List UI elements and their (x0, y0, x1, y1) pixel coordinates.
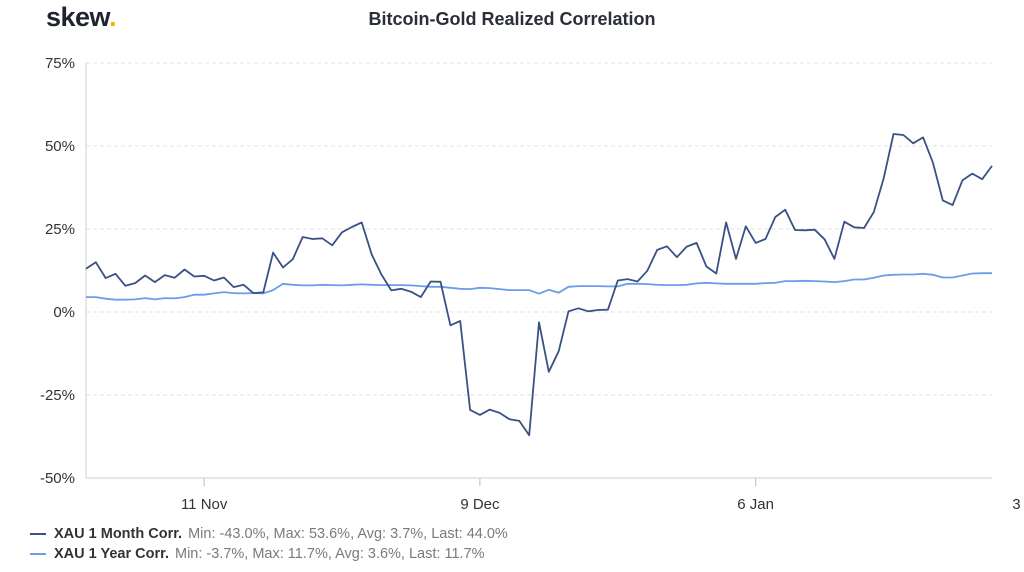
y-tick-label: 0% (53, 304, 75, 321)
y-tick-label: -50% (40, 470, 75, 487)
y-tick-label: 50% (45, 138, 75, 155)
y-tick-label: 75% (45, 55, 75, 72)
legend-series-stats: Min: -43.0%, Max: 53.6%, Avg: 3.7%, Last… (188, 526, 508, 542)
x-tick-label: 9 Dec (460, 496, 500, 513)
x-tick-label: 3 Feb (1012, 496, 1024, 513)
x-tick-label: 6 Jan (737, 496, 774, 513)
legend-series-name: XAU 1 Year Corr. (54, 546, 169, 562)
legend: XAU 1 Month Corr. Min: -43.0%, Max: 53.6… (30, 524, 508, 564)
chart-title: Bitcoin-Gold Realized Correlation (368, 9, 656, 29)
logo-text: skew (46, 2, 110, 32)
series-line-1-month (85, 133, 993, 437)
series-line-1-year (86, 272, 992, 301)
legend-series-stats: Min: -3.7%, Max: 11.7%, Avg: 3.6%, Last:… (175, 546, 485, 562)
skew-logo: skew. (46, 2, 117, 33)
legend-swatch-1-month (30, 533, 46, 535)
legend-swatch-1-year (30, 553, 46, 555)
logo-dot: . (109, 2, 117, 32)
legend-series-name: XAU 1 Month Corr. (54, 526, 183, 542)
y-tick-label: -25% (40, 387, 75, 404)
y-tick-label: 25% (45, 221, 75, 238)
legend-item-1-year[interactable]: XAU 1 Year Corr. Min: -3.7%, Max: 11.7%,… (30, 544, 508, 564)
x-tick-label: 11 Nov (181, 496, 228, 513)
legend-item-1-month[interactable]: XAU 1 Month Corr. Min: -43.0%, Max: 53.6… (30, 524, 508, 544)
